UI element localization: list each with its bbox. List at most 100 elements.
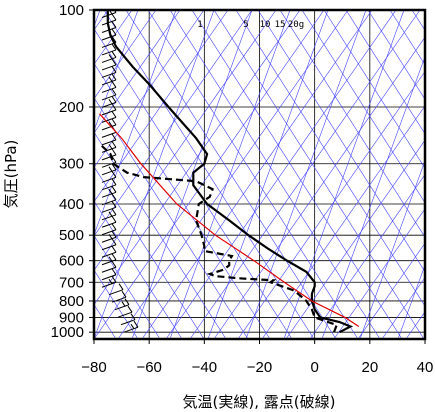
wind-barb-staff [111,296,127,303]
wind-barb-flag [108,99,113,105]
wind-barb [101,126,117,138]
y-tick-label: 700 [59,274,84,291]
wind-barb-staff [123,326,139,333]
dewpoint-line [98,142,339,333]
wind-barb [101,88,117,101]
dry-adiabat-line [94,62,271,339]
wind-barb-flag [111,141,117,148]
dry-adiabat-line [94,200,183,339]
wind-barb-flag [111,51,117,58]
moist-adiabat-line [213,36,425,339]
wind-barb-flag [111,260,117,268]
x-tick-label: 20 [361,359,378,376]
wind-barb-flag [111,118,117,126]
dry-adiabat-line [94,269,139,339]
moist-adiabat-line [430,10,435,339]
wind-barb-staff [101,154,117,161]
dry-adiabat-line [94,97,249,339]
moist-adiabat-line [405,311,425,339]
wind-barb [101,81,117,93]
wind-barb-flag [111,156,117,163]
mixing-ratio-line [359,159,425,339]
wind-barb [101,171,117,183]
wind-barb [101,51,117,63]
wind-barb-staff [101,101,117,108]
wind-barb-staff [101,12,117,18]
dry-adiabat-line [301,10,425,204]
wind-barb [117,305,133,318]
moist-adiabat-line [261,105,425,339]
wind-barb-flag [111,21,117,28]
moist-adiabat-line [141,10,373,339]
wind-barb-flag [111,43,117,51]
mixing-ratio-label: 10 [260,20,271,30]
x-tick-label: −80 [81,359,106,376]
dry-adiabat-line [169,10,381,339]
wind-barb-flag [108,233,113,240]
dry-adiabat-line [345,10,425,135]
wind-barb [101,163,117,176]
wind-barb [114,298,130,311]
moist-adiabat-line [357,242,425,339]
wind-barb [101,118,117,131]
profile-lines [98,10,360,334]
wind-barb-staff [101,109,117,116]
wind-barb-staff [101,64,117,71]
wind-barb [101,223,117,236]
moist-adiabat-line [381,276,425,339]
wind-barb-flag [111,216,117,223]
wind-barb-flag [108,256,113,262]
wind-barb-flag [108,189,113,195]
wind-barb-flag [111,96,117,103]
x-axis-title: 気温(実線), 露点(破線) [183,393,336,411]
wind-barb-staff [101,199,117,206]
x-tick-label: 40 [417,359,434,376]
wind-barb [101,216,117,228]
wind-barb-flag [111,275,117,283]
wind-barb-flag [111,238,117,246]
wind-barb-flag [108,144,113,150]
wind-barb-flag [130,313,136,320]
wind-barb-flag [118,283,124,290]
wind-barb-flag [111,201,117,208]
wind-barb-flag [108,211,113,217]
wind-barb-flag [121,290,127,298]
wind-barb-flag [108,54,113,60]
wind-barb [101,156,117,168]
y-tick-label: 1000 [51,324,84,341]
mixing-ratio-line [169,10,291,339]
wind-barb [101,73,117,86]
wind-barb-flag [124,298,130,305]
wind-barb [108,283,124,296]
wind-barb-staff [101,169,117,176]
wind-barb-staff [101,206,117,213]
wind-barb-flag [111,103,117,111]
wind-barb [101,141,117,153]
wind-barb-staff [101,86,117,93]
wind-barb-staff [101,146,117,153]
wind-barb-staff [101,259,117,266]
wind-barb-staff [101,71,117,78]
wind-barb-flag [112,0,116,5]
wind-barb-staff [101,34,117,41]
mixing-ratio-label: 15 [275,20,286,30]
wind-barb [123,320,139,333]
wind-barb-staff [101,161,117,168]
wind-barb-staff [101,281,117,288]
x-tick-label: 0 [310,359,318,376]
moist-adiabat-line [94,10,325,339]
moist-adiabat-line [285,139,425,339]
y-tick-label: 400 [59,196,84,213]
wind-barb-flag [111,245,117,253]
wind-barb-staff [101,244,117,251]
moist-adiabat-line [94,10,277,271]
wind-barb [101,253,117,266]
moist-adiabat-line [94,10,229,203]
wind-barb-flag [111,111,117,118]
wind-barb [101,178,117,191]
grid-lines [94,10,435,339]
y-tick-label: 100 [59,2,84,19]
wind-barb-flag [130,323,135,329]
temperature-line [106,10,354,334]
